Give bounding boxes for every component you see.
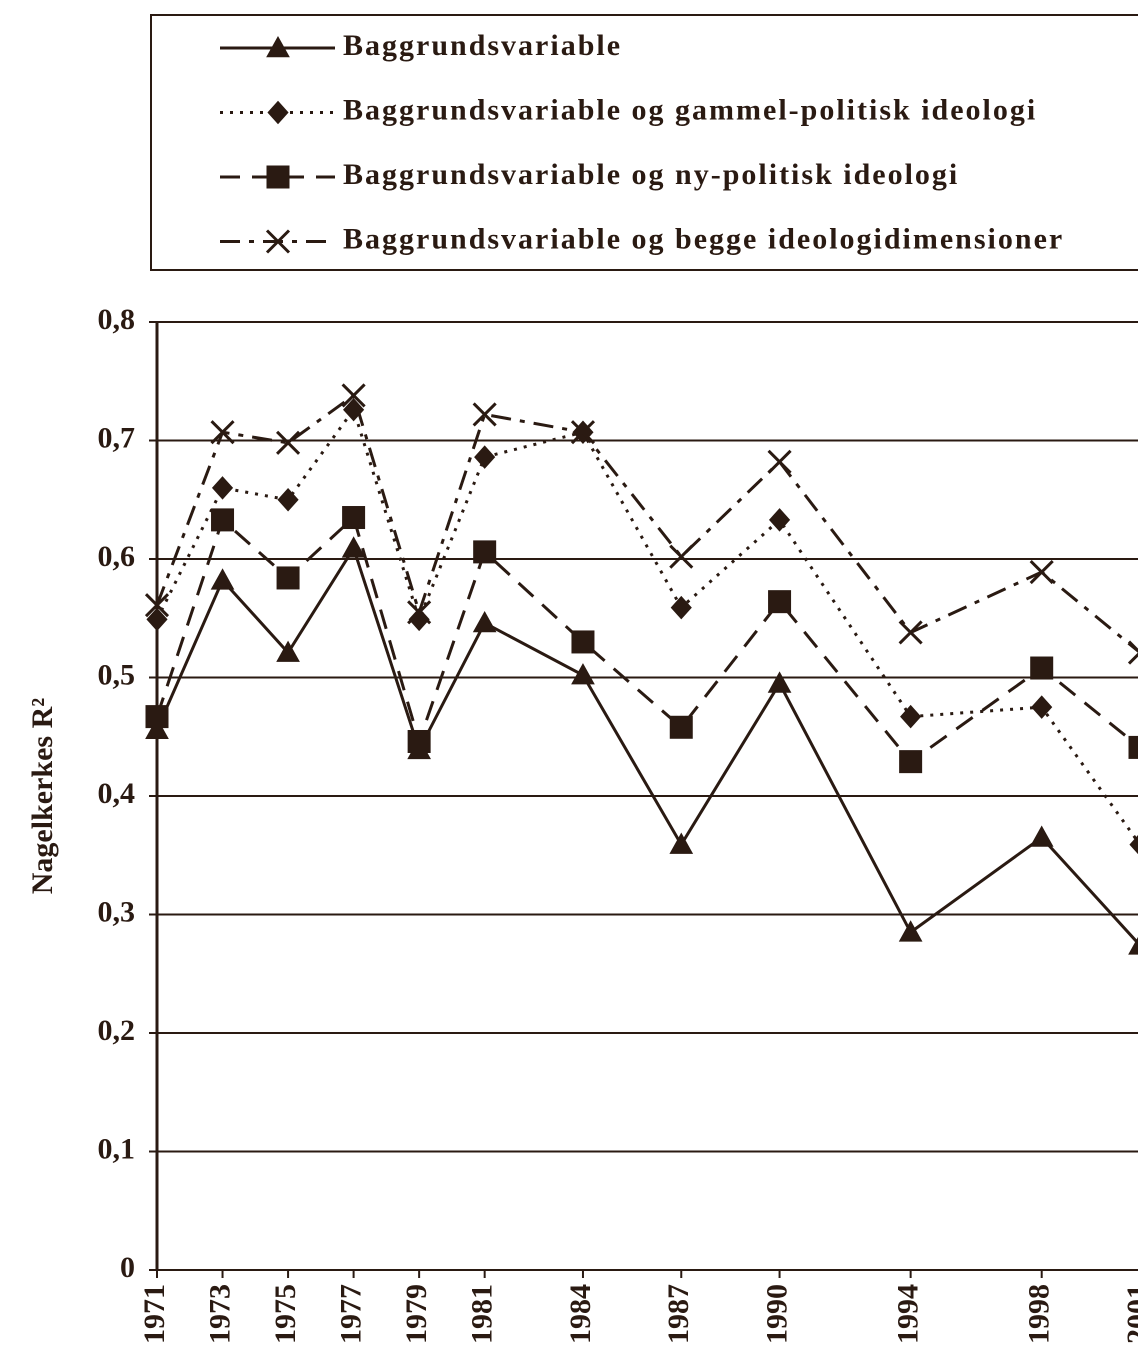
marker bbox=[276, 640, 300, 662]
marker bbox=[899, 750, 923, 774]
marker bbox=[670, 595, 692, 620]
marker bbox=[211, 476, 234, 500]
x-tick-label: 1979 bbox=[400, 1284, 433, 1344]
marker bbox=[407, 600, 432, 625]
x-tick-label: 1990 bbox=[760, 1284, 793, 1344]
y-tick-label: 0,8 bbox=[98, 303, 136, 336]
series-line bbox=[155, 514, 1138, 764]
marker bbox=[1029, 559, 1054, 585]
legend-label: Baggrundsvariable og gammel-politisk ide… bbox=[343, 93, 1037, 126]
y-tick-label: 0,5 bbox=[98, 658, 136, 691]
y-tick-label: 0,4 bbox=[98, 777, 136, 810]
marker bbox=[1127, 640, 1138, 665]
x-tick-label: 2001 bbox=[1121, 1284, 1138, 1344]
marker bbox=[570, 420, 596, 445]
marker bbox=[277, 488, 299, 512]
marker bbox=[342, 506, 366, 530]
x-tick-label: 1994 bbox=[892, 1284, 925, 1344]
marker bbox=[669, 832, 694, 854]
legend-marker bbox=[265, 229, 291, 254]
marker bbox=[407, 729, 431, 753]
marker bbox=[473, 540, 497, 564]
marker bbox=[472, 402, 497, 427]
marker bbox=[571, 663, 595, 685]
marker bbox=[146, 607, 168, 632]
y-tick-label: 0 bbox=[120, 1251, 135, 1284]
marker bbox=[211, 508, 235, 532]
marker bbox=[472, 610, 497, 633]
y-tick-label: 0,7 bbox=[98, 421, 136, 454]
marker bbox=[341, 536, 366, 558]
marker bbox=[1029, 825, 1054, 847]
marker bbox=[144, 593, 170, 618]
marker bbox=[768, 590, 792, 614]
series-line bbox=[155, 544, 1138, 946]
marker bbox=[1030, 656, 1054, 680]
marker bbox=[900, 704, 922, 729]
marker bbox=[474, 445, 496, 469]
marker bbox=[145, 717, 169, 739]
legend-marker bbox=[266, 35, 290, 58]
marker bbox=[210, 568, 235, 590]
legend-box bbox=[150, 14, 1138, 271]
x-tick-label: 1971 bbox=[138, 1284, 171, 1344]
series-line bbox=[155, 406, 1138, 845]
marker bbox=[669, 544, 694, 569]
series-line bbox=[155, 393, 1138, 653]
x-tick-label: 1975 bbox=[269, 1284, 302, 1344]
marker bbox=[145, 705, 169, 729]
marker bbox=[341, 383, 366, 408]
x-tick-label: 1984 bbox=[564, 1284, 597, 1344]
marker bbox=[408, 607, 430, 632]
marker bbox=[1128, 936, 1138, 955]
legend-label: Baggrundsvariable og ny-politisk ideolog… bbox=[343, 158, 959, 191]
y-tick-label: 0,3 bbox=[98, 895, 136, 928]
x-tick-label: 1987 bbox=[662, 1284, 695, 1344]
marker bbox=[768, 508, 791, 532]
y-tick-label: 0,2 bbox=[98, 1014, 136, 1047]
y-axis-label: Nagelkerkes R² bbox=[26, 698, 59, 894]
marker bbox=[1128, 735, 1138, 759]
marker bbox=[571, 630, 595, 654]
x-tick-label: 1973 bbox=[203, 1284, 236, 1344]
marker bbox=[276, 566, 300, 590]
legend-marker bbox=[267, 100, 289, 125]
marker bbox=[1129, 835, 1138, 855]
marker bbox=[767, 449, 792, 474]
legend-marker bbox=[266, 165, 290, 189]
marker bbox=[767, 671, 792, 693]
y-tick-label: 0,6 bbox=[98, 540, 136, 573]
marker bbox=[669, 715, 693, 739]
marker bbox=[276, 430, 301, 455]
x-tick-label: 1977 bbox=[334, 1284, 367, 1344]
marker bbox=[898, 920, 923, 942]
x-tick-label: 1998 bbox=[1023, 1284, 1056, 1344]
legend-label: Baggrundsvariable bbox=[343, 29, 622, 62]
marker bbox=[1031, 695, 1053, 719]
marker bbox=[898, 620, 923, 645]
x-tick-label: 1981 bbox=[466, 1284, 499, 1344]
marker bbox=[210, 420, 235, 445]
y-tick-label: 0,1 bbox=[98, 1132, 136, 1165]
legend-label: Baggrundsvariable og begge ideologidimen… bbox=[343, 222, 1064, 255]
